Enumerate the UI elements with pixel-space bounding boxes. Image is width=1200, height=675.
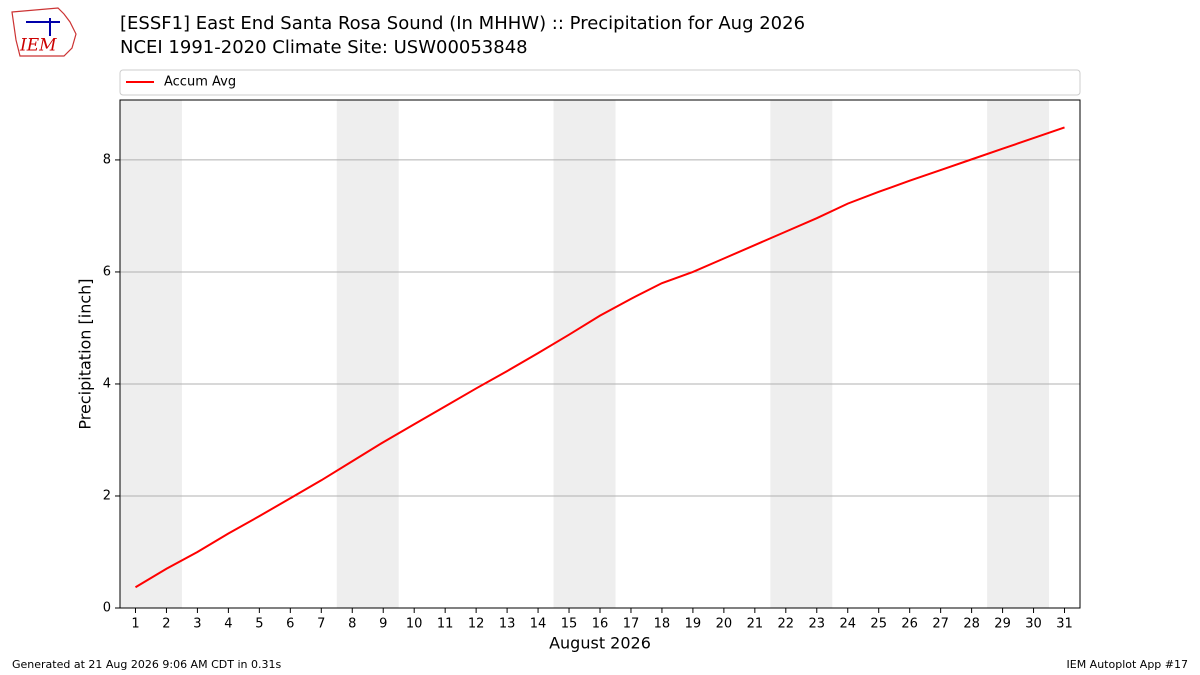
x-tick-label: 11 (437, 617, 454, 632)
x-tick-label: 19 (685, 617, 702, 632)
y-tick-label: 2 (103, 488, 111, 503)
chart-subtitle: NCEI 1991-2020 Climate Site: USW00053848 (120, 37, 528, 58)
footer-right: IEM Autoplot App #17 (1067, 658, 1189, 671)
x-tick-label: 3 (193, 617, 201, 632)
x-tick-label: 31 (1056, 617, 1073, 632)
x-tick-label: 25 (870, 617, 887, 632)
logo-outline (11, 7, 77, 57)
weekend-band (770, 100, 833, 608)
x-tick-label: 22 (778, 617, 795, 632)
x-tick-label: 6 (286, 617, 294, 632)
x-tick-label: 26 (901, 617, 918, 632)
y-tick-label: 8 (103, 152, 111, 167)
x-tick-label: 17 (623, 617, 640, 632)
y-tick-label: 4 (103, 376, 111, 391)
x-tick-label: 21 (747, 617, 764, 632)
x-tick-label: 29 (994, 617, 1011, 632)
x-tick-label: 5 (255, 617, 263, 632)
footer-left: Generated at 21 Aug 2026 9:06 AM CDT in … (12, 658, 281, 671)
weekend-band (987, 100, 1050, 608)
x-tick-label: 18 (654, 617, 671, 632)
x-tick-label: 30 (1025, 617, 1042, 632)
x-axis-label: August 2026 (549, 634, 651, 653)
x-tick-label: 15 (561, 617, 578, 632)
x-tick-label: 13 (499, 617, 516, 632)
x-tick-label: 16 (592, 617, 609, 632)
chart-title: [ESSF1] East End Santa Rosa Sound (In MH… (120, 13, 805, 34)
y-tick-label: 6 (103, 264, 111, 279)
weekend-band (553, 100, 616, 608)
weekend-band (336, 100, 399, 608)
y-tick-label: 0 (103, 601, 111, 616)
x-tick-label: 20 (716, 617, 733, 632)
logo: IEM (11, 7, 77, 57)
weekend-band (120, 100, 182, 608)
x-tick-label: 28 (963, 617, 980, 632)
x-tick-label: 23 (809, 617, 826, 632)
legend-box (119, 69, 1081, 96)
x-tick-label: 10 (406, 617, 423, 632)
x-tick-label: 24 (839, 617, 856, 632)
series-line (134, 126, 1065, 589)
x-tick-label: 27 (932, 617, 949, 632)
x-tick-label: 12 (468, 617, 485, 632)
x-tick-label: 7 (317, 617, 325, 632)
legend-label: Accum Avg (164, 75, 236, 90)
plot-frame (119, 99, 1081, 609)
x-tick-label: 14 (530, 617, 547, 632)
x-tick-label: 9 (379, 617, 387, 632)
x-tick-label: 4 (224, 617, 232, 632)
x-tick-label: 1 (131, 617, 139, 632)
y-axis-label: Precipitation [inch] (76, 278, 95, 429)
x-tick-label: 2 (162, 617, 170, 632)
logo-text: IEM (19, 36, 57, 56)
x-tick-label: 8 (348, 617, 356, 632)
